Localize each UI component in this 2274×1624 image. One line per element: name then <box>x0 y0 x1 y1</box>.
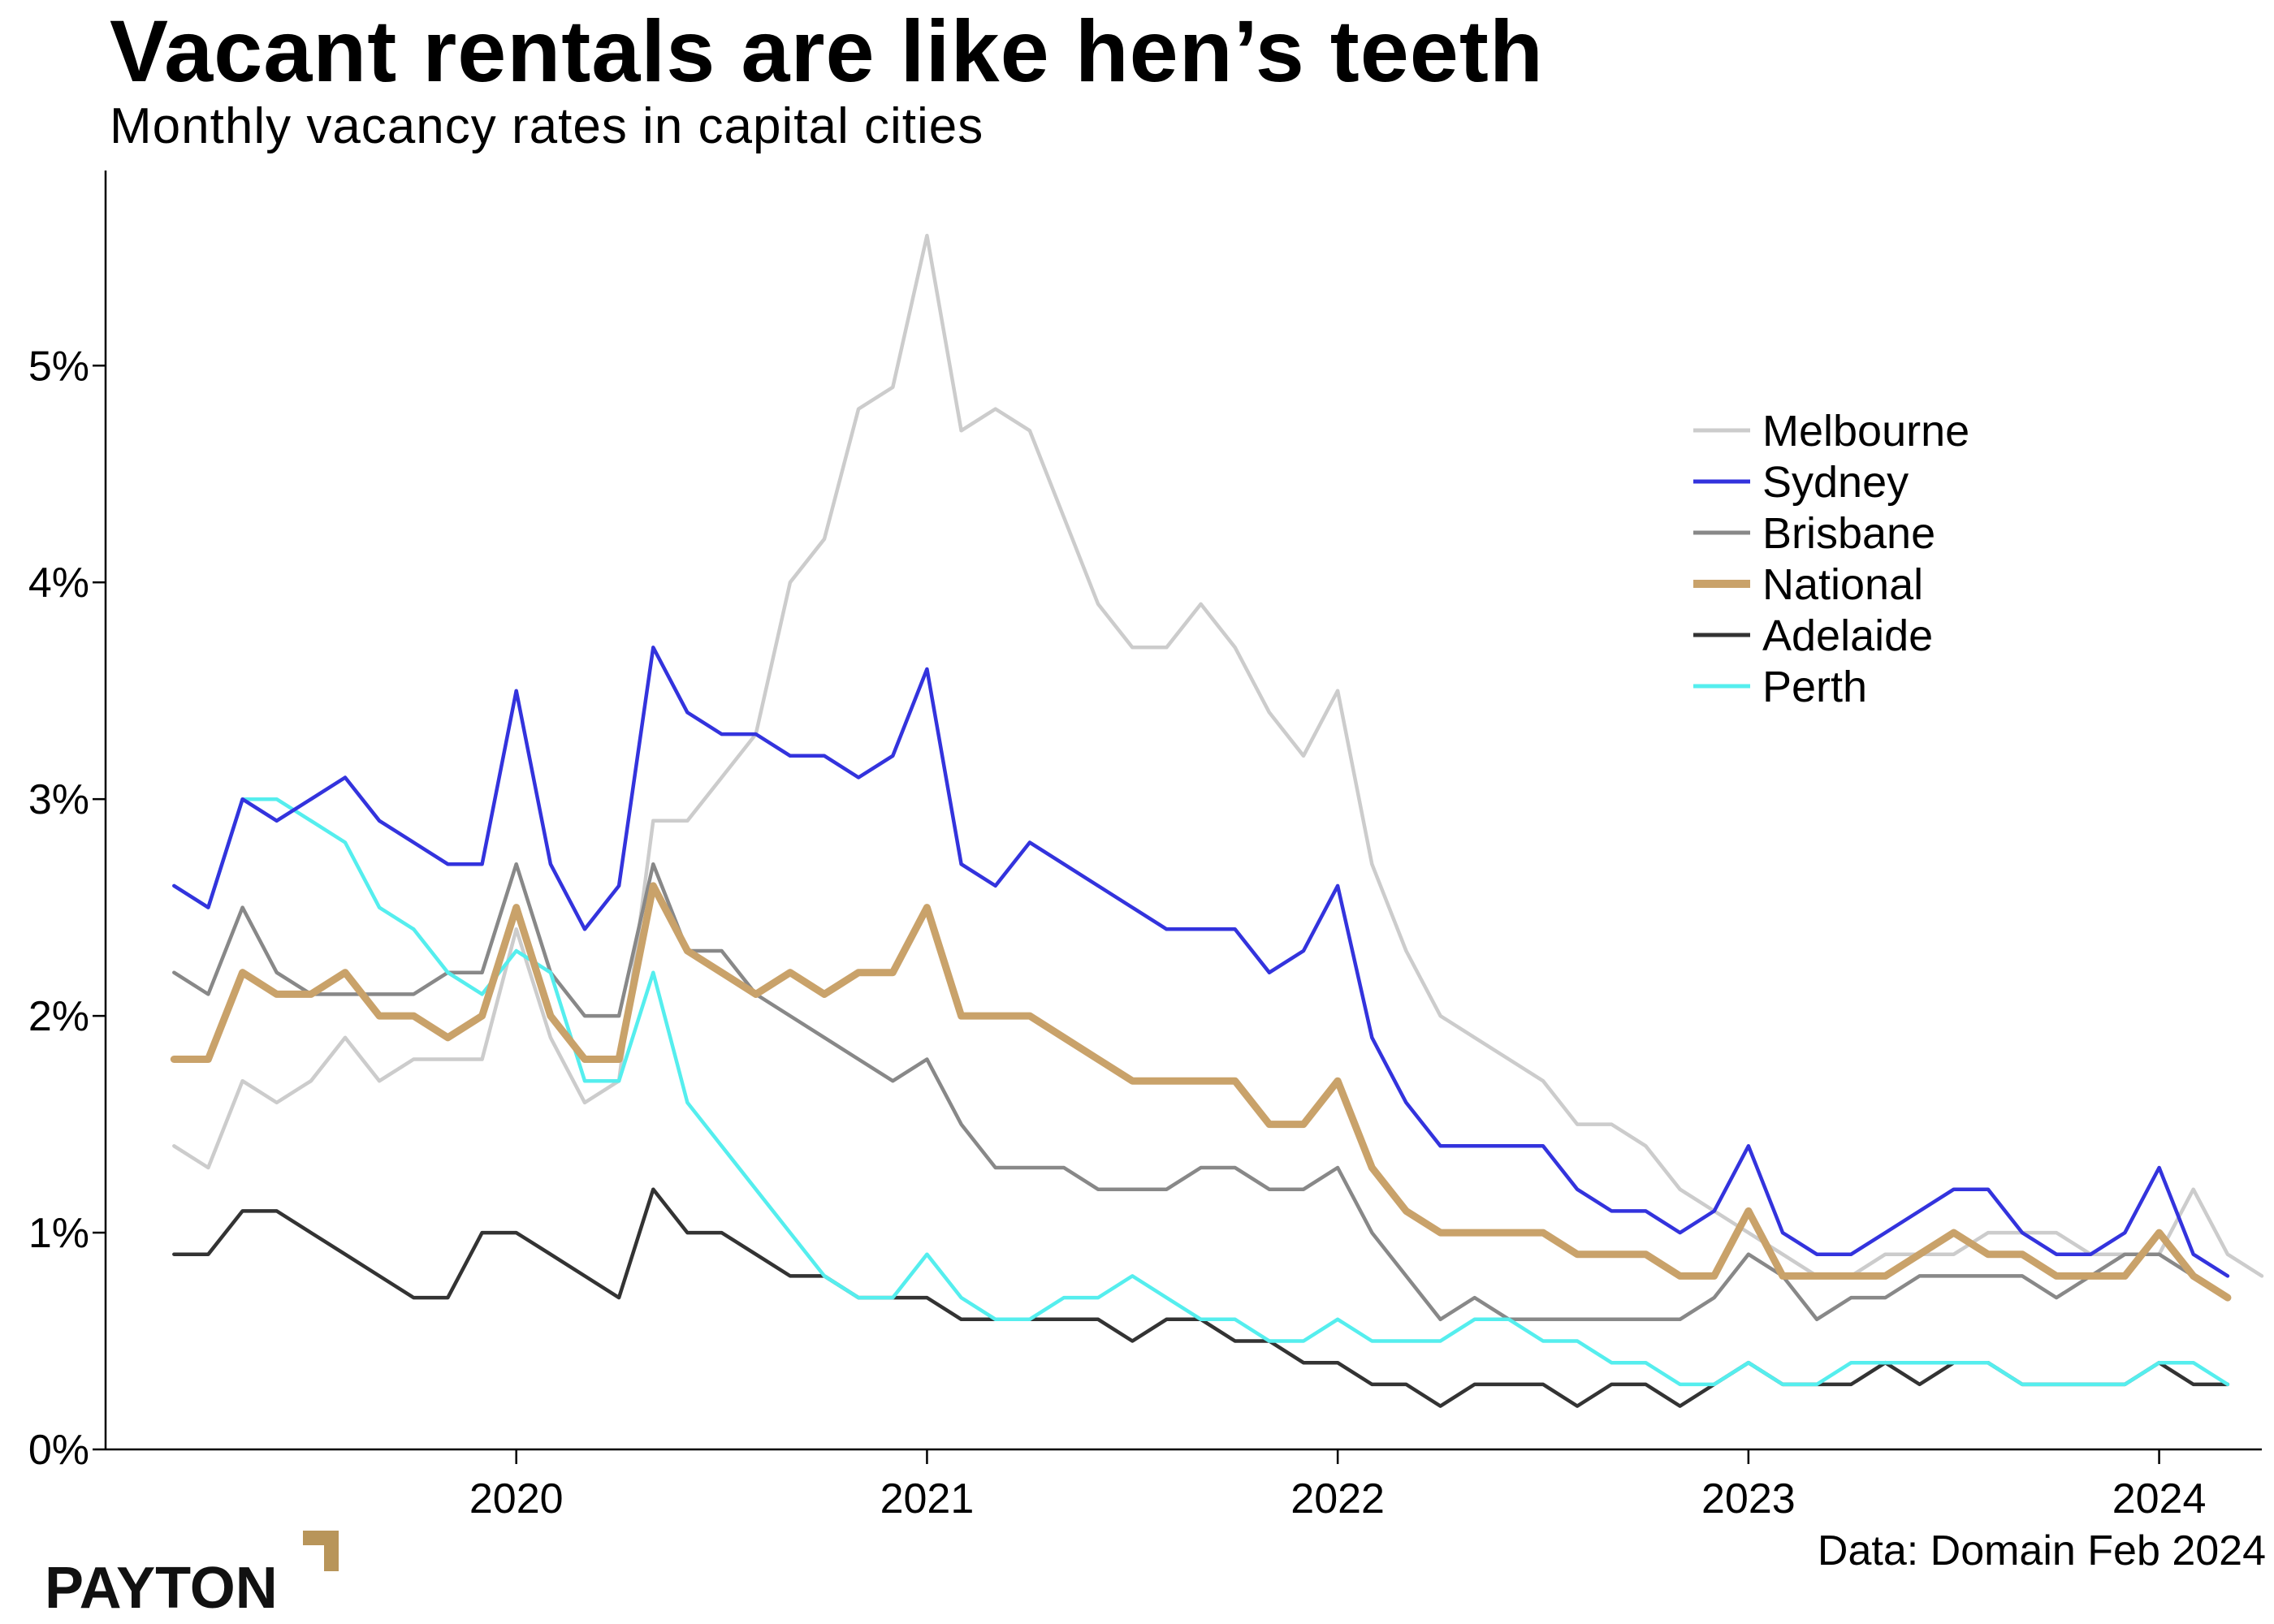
chart-title: Vacant rentals are like hen’s teeth <box>110 2 1544 100</box>
y-tick-label: 5% <box>28 343 89 390</box>
logo-text: PAYTON <box>45 1556 278 1620</box>
chart-series-lines <box>170 233 2264 1408</box>
y-tick-label: 2% <box>28 993 89 1040</box>
legend-label-sydney: Sydney <box>1762 458 1909 507</box>
chart-axes: 0% 1% 2% 3% 4% 5% 2020 2021 2022 2023 2024 <box>28 171 2262 1522</box>
legend-label-melbourne: Melbourne <box>1762 407 1969 456</box>
chart-legend: MelbourneSydneyBrisbaneNationalAdelaideP… <box>1693 407 1969 711</box>
legend-label-brisbane: Brisbane <box>1762 509 1935 558</box>
x-tick-label: 2022 <box>1290 1475 1385 1522</box>
legend-label-perth: Perth <box>1762 663 1867 711</box>
y-tick-label: 4% <box>28 559 89 607</box>
series-line-sydney <box>172 646 2230 1278</box>
y-tick-label: 3% <box>28 776 89 823</box>
x-tick-label: 2024 <box>2112 1475 2207 1522</box>
y-tick-label: 1% <box>28 1210 89 1257</box>
chart-subtitle: Monthly vacancy rates in capital cities <box>110 98 984 154</box>
series-line-perth <box>172 797 2230 1387</box>
series-line-melbourne <box>172 233 2264 1278</box>
x-tick-label: 2023 <box>1701 1475 1796 1522</box>
legend-label-adelaide: Adelaide <box>1762 611 1933 660</box>
x-tick-label: 2020 <box>469 1475 564 1522</box>
x-tick-label: 2021 <box>880 1475 975 1522</box>
legend-label-national: National <box>1762 560 1923 609</box>
logo-mark-icon <box>303 1531 339 1571</box>
series-line-adelaide <box>172 1187 2230 1408</box>
y-tick-label: 0% <box>28 1427 89 1474</box>
series-line-national <box>170 882 2232 1302</box>
data-source-note: Data: Domain Feb 2024 <box>1817 1527 2266 1574</box>
payton-logo: PAYTON <box>45 1531 339 1620</box>
series-line-brisbane <box>172 862 2230 1322</box>
